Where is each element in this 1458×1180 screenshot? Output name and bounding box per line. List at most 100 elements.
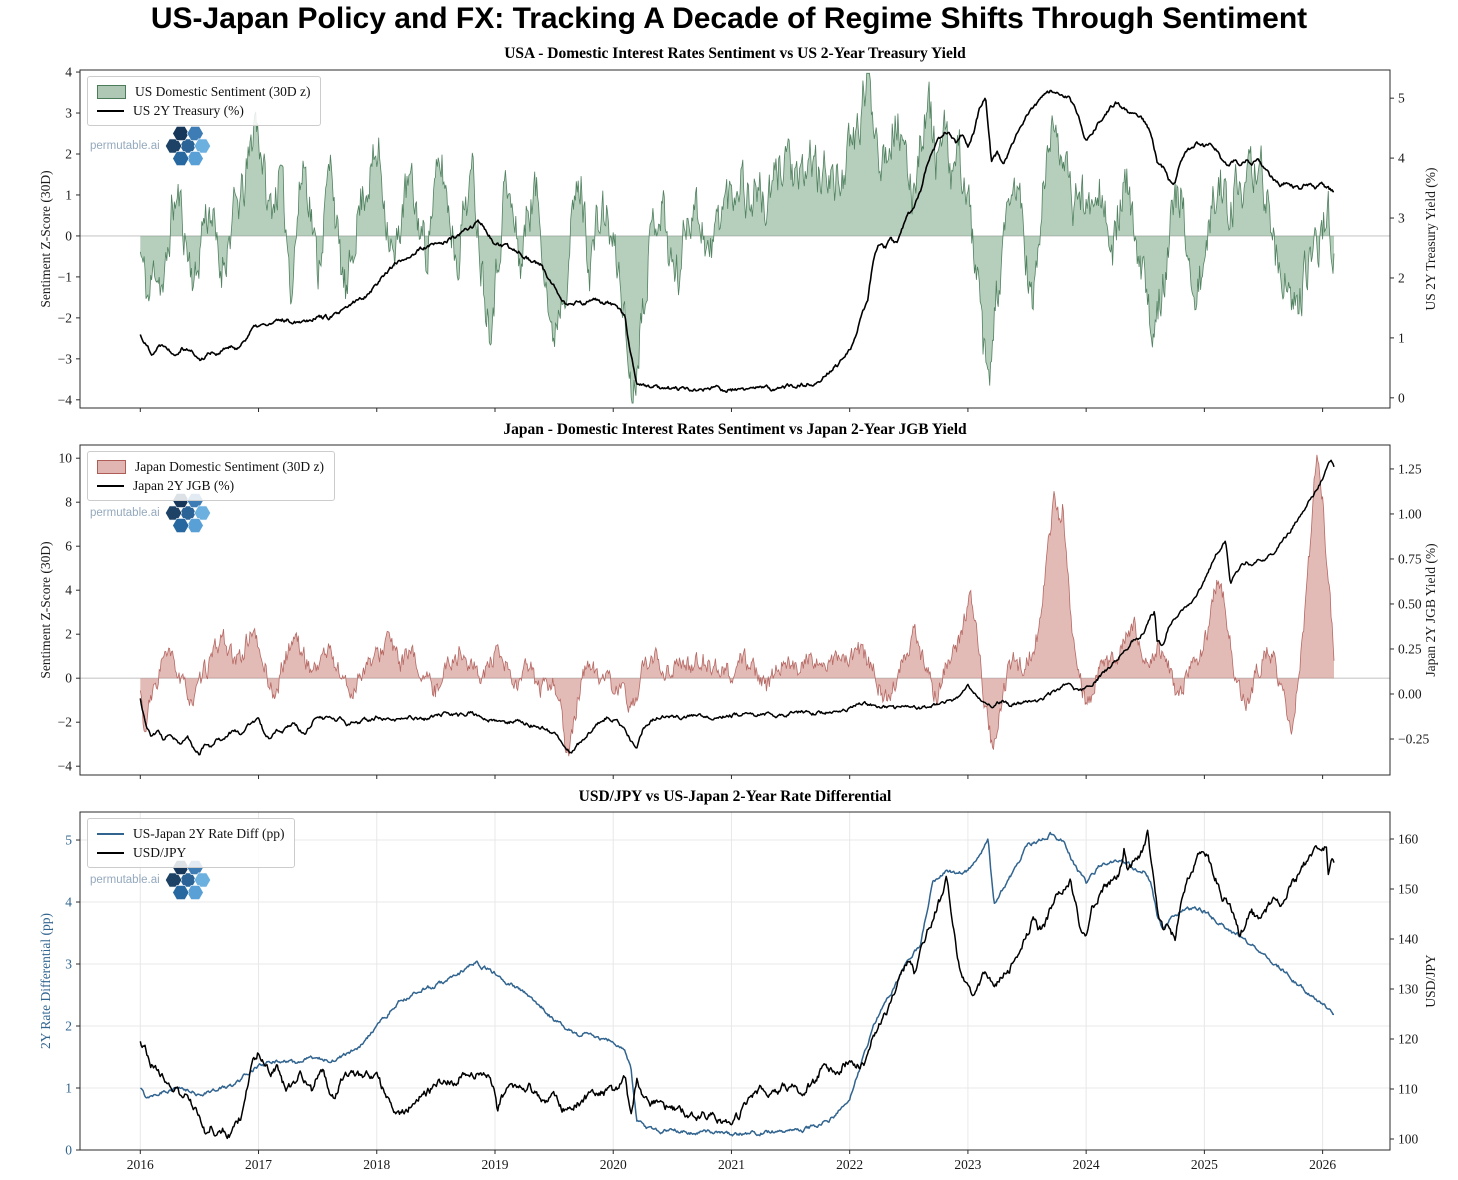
tick-label: 2	[1398, 270, 1405, 285]
tick-label: 0.25	[1398, 641, 1422, 656]
tick-label: 110	[1398, 1082, 1418, 1097]
tick-label: 0.00	[1398, 686, 1422, 701]
tick-label: 8	[65, 495, 72, 510]
tick-label: 0	[65, 671, 72, 686]
tick-label: 120	[1398, 1032, 1419, 1047]
series-edge-jp_sent	[139, 454, 1335, 757]
tick-label: 4	[65, 583, 72, 598]
legend-item: US 2Y Treasury (%)	[97, 101, 310, 120]
axis-label-usa-right: US 2Y Treasury Yield (%)	[1423, 167, 1438, 311]
legend-swatch-us-sentiment	[97, 84, 126, 99]
brand-logo-text: permutable.ai	[90, 874, 160, 886]
legend-label: USD/JPY	[133, 845, 187, 860]
axis-label-japan-left: Sentiment Z-Score (30D)	[38, 541, 53, 679]
tick-label: 2018	[363, 1157, 390, 1172]
legend-usa: US Domestic Sentiment (30D z) US 2Y Trea…	[87, 76, 322, 126]
tick-label: 2024	[1073, 1157, 1100, 1172]
tick-label: 1.25	[1398, 461, 1422, 476]
series-line-diff	[140, 831, 1335, 1137]
legend-label: US 2Y Treasury (%)	[133, 103, 244, 118]
series-edge-us_sent	[139, 72, 1335, 404]
legend-swatch-us-2y	[97, 109, 124, 112]
tick-label: 2025	[1191, 1157, 1218, 1172]
tick-label: 6	[65, 539, 72, 554]
brand-logo: permutable.ai	[90, 120, 212, 172]
panel-0: 4 3 2 1 0 −1 −2 −3 −4 0 1 2 3 4 5	[58, 65, 1405, 412]
tick-label: 0	[65, 1143, 72, 1158]
legend-item: US-Japan 2Y Rate Diff (pp)	[97, 824, 284, 843]
legend-swatch-rate-diff	[97, 832, 124, 835]
legend-swatch-usdjpy	[97, 851, 124, 854]
tick-label: 4	[65, 895, 72, 910]
tick-label: 1	[1398, 330, 1405, 345]
brand-logo-icon	[164, 126, 211, 166]
tick-label: 3	[1398, 211, 1405, 226]
tick-label: 1	[65, 1081, 72, 1096]
tick-label: 0	[1398, 390, 1405, 405]
tick-label: 2016	[127, 1157, 154, 1172]
tick-label: 4	[1398, 151, 1405, 166]
tick-label: −4	[58, 392, 73, 407]
legend-item: Japan 2Y JGB (%)	[97, 476, 324, 495]
legend-label: US-Japan 2Y Rate Diff (pp)	[133, 826, 285, 841]
tick-label: −2	[58, 310, 72, 325]
axis-label-fx-right: USD/JPY	[1423, 954, 1438, 1008]
series-line-usdjpy	[139, 829, 1335, 1140]
tick-label: 140	[1398, 932, 1419, 947]
legend-label: Japan Domestic Sentiment (30D z)	[135, 459, 324, 474]
legend-item: US Domestic Sentiment (30D z)	[97, 82, 310, 101]
tick-label: 2019	[481, 1157, 508, 1172]
axis-label-japan-right: Japan 2Y JGB Yield (%)	[1423, 543, 1438, 677]
tick-label: 5	[1398, 91, 1405, 106]
legend-fx: US-Japan 2Y Rate Diff (pp) USD/JPY	[87, 818, 296, 868]
tick-label: 150	[1398, 882, 1419, 897]
tick-label: 0.75	[1398, 551, 1422, 566]
tick-label: 4	[65, 65, 72, 80]
tick-label: −3	[58, 351, 73, 366]
panel-title-fx: USD/JPY vs US-Japan 2-Year Rate Differen…	[578, 788, 892, 805]
legend-label: US Domestic Sentiment (30D z)	[135, 84, 311, 99]
tick-label: 2017	[245, 1157, 272, 1172]
axis-label-fx-left: 2Y Rate Differential (pp)	[38, 912, 53, 1050]
series-area-jp_sent	[140, 454, 1334, 757]
tick-label: 100	[1398, 1132, 1419, 1147]
tick-label: 160	[1398, 832, 1419, 847]
tick-label: −4	[58, 759, 73, 774]
tick-label: 5	[65, 833, 72, 848]
tick-label: 2020	[600, 1157, 627, 1172]
tick-label: −1	[58, 269, 72, 284]
tick-label: 0	[65, 228, 72, 243]
series-line-jgb	[139, 459, 1335, 756]
tick-label: −0.25	[1398, 731, 1429, 746]
panel-title-japan: Japan - Domestic Interest Rates Sentimen…	[503, 421, 967, 438]
tick-label: −2	[58, 715, 72, 730]
tick-label: 2	[65, 146, 72, 161]
legend-swatch-japan-2y	[97, 484, 124, 487]
page-title: US-Japan Policy and FX: Tracking A Decad…	[150, 2, 1308, 35]
panel-2: 0 1 2 3 4 5 100 110 120 130 140 150 160 2016 2017 2018 2…	[65, 811, 1419, 1172]
brand-logo-text: permutable.ai	[90, 140, 160, 152]
tick-label: 3	[65, 106, 72, 121]
tick-label: 0.50	[1398, 596, 1422, 611]
tick-label: 10	[59, 451, 73, 466]
tick-label: 2023	[954, 1157, 981, 1172]
legend-item: Japan Domestic Sentiment (30D z)	[97, 457, 324, 476]
tick-label: 1	[65, 187, 72, 202]
tick-label: 130	[1398, 982, 1419, 997]
legend-label: Japan 2Y JGB (%)	[133, 478, 235, 493]
panel-title-usa: USA - Domestic Interest Rates Sentiment …	[504, 45, 966, 62]
series-line-us2y	[139, 89, 1335, 393]
tick-label: 1.00	[1398, 506, 1422, 521]
tick-label: 3	[65, 957, 72, 972]
legend-item: USD/JPY	[97, 843, 284, 862]
tick-label: 2022	[836, 1157, 863, 1172]
legend-swatch-japan-sentiment	[97, 459, 126, 474]
brand-logo-text: permutable.ai	[90, 507, 160, 519]
tick-label: 2	[65, 1019, 72, 1034]
tick-label: 2026	[1309, 1157, 1336, 1172]
panel-1: 10 8 6 4 2 0 −2 −4 1.25 1.00 0.75 0.50 0.25 0.00 −0.25	[58, 444, 1429, 779]
tick-label: 2021	[718, 1157, 745, 1172]
brand-logo: permutable.ai	[90, 854, 212, 906]
